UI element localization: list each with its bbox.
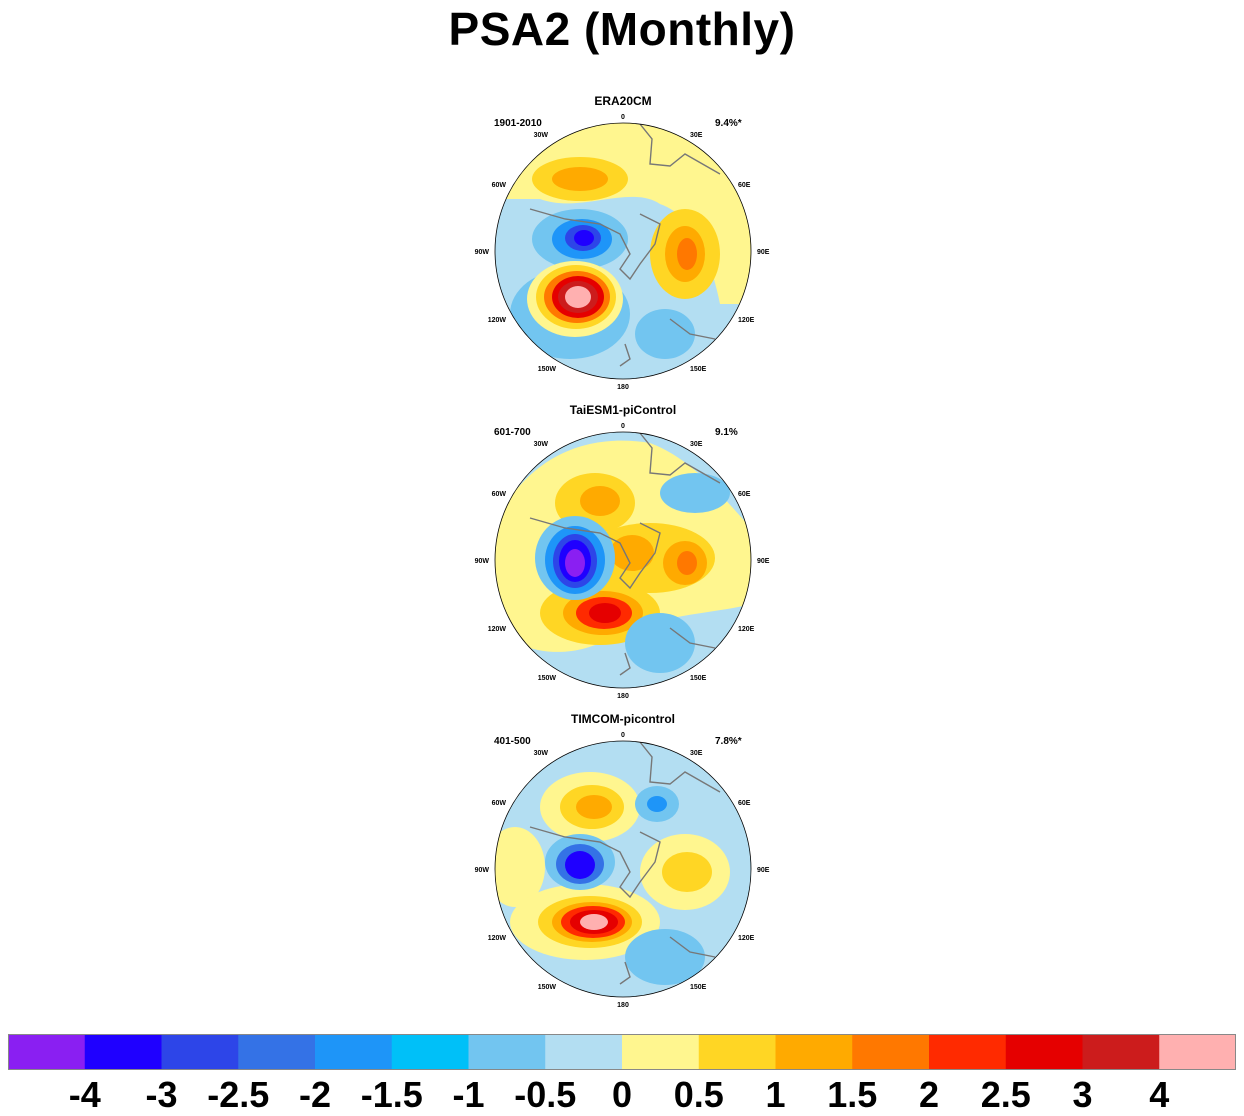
colorbar-swatch [161,1034,239,1070]
colorbar-tick: 0.5 [673,1074,724,1115]
colorbar-tick: -3 [145,1074,178,1115]
colorbar-swatch [1005,1034,1083,1070]
lon-label: 150W [538,984,557,991]
lon-label: 180 [617,1002,629,1009]
lon-label: 120W [488,626,507,633]
map-panel-era20cm: ERA20CM 1901-2010 9.4%* 0 [470,94,776,394]
colorbar-tick: -0.5 [514,1074,577,1115]
colorbar [8,1034,1236,1070]
figure-title: PSA2 (Monthly) [448,3,796,55]
panel-period: 401-500 [494,736,531,747]
lon-label: 180 [617,693,629,700]
colorbar-tick: -1.5 [360,1074,423,1115]
lon-label: 30W [534,132,549,139]
panel-title: TaiESM1-piControl [569,403,677,417]
panel-period: 601-700 [494,427,531,438]
polar-map: 0 30W 30E 60W 60E 90W 90E 120W 120E 150W… [475,423,770,700]
lon-label: 90E [757,558,770,565]
colorbar-swatch [545,1034,623,1070]
panel-title: TIMCOM-picontrol [571,712,675,726]
lon-label: 150E [690,366,707,373]
lon-label: 120W [488,317,507,324]
colorbar-swatch [84,1034,162,1070]
colorbar-swatches [8,1034,1236,1070]
lon-label: 30W [534,441,549,448]
lon-label: 30E [690,132,703,139]
lon-label: 60W [492,491,507,498]
panel-variance: 7.8%* [715,736,742,747]
lon-label: 60W [492,800,507,807]
colorbar-swatch [468,1034,546,1070]
colorbar-swatch [8,1034,86,1070]
lon-label: 120E [738,317,755,324]
colorbar-swatch [852,1034,930,1070]
map-panel-taiesm1: TaiESM1-piControl 601-700 9.1% [470,403,776,703]
colorbar-swatch [775,1034,853,1070]
panel-period: 1901-2010 [494,118,542,129]
colorbar-swatch [315,1034,393,1070]
colorbar-tick-labels: -4 -3 -2.5 -2 -1.5 -1 -0.5 0 0.5 1 1.5 2 2.5 3 4 [0,1074,1244,1116]
lon-label: 90E [757,867,770,874]
colorbar-swatch [1082,1034,1160,1070]
colorbar-tick: -4 [68,1074,101,1115]
lon-label: 0 [621,732,625,739]
colorbar-swatch [929,1034,1007,1070]
lon-label: 90W [475,558,490,565]
colorbar-tick: -2 [298,1074,332,1115]
colorbar-tick: -2.5 [207,1074,270,1115]
lon-label: 60E [738,800,751,807]
polar-map: 0 30W 30E 60W 60E 90W 90E 120W 120E 150W… [475,732,770,1009]
lon-label: 0 [621,114,625,121]
colorbar-swatch [238,1034,316,1070]
colorbar-swatch [698,1034,776,1070]
colorbar-tick: -1 [452,1074,485,1115]
lon-label: 90W [475,249,490,256]
colorbar-tick: 2 [918,1074,940,1115]
colorbar-swatch [391,1034,469,1070]
lon-label: 0 [621,423,625,430]
lon-label: 60E [738,491,751,498]
lon-label: 120E [738,626,755,633]
lon-label: 120E [738,935,755,942]
colorbar-tick: 0 [611,1074,633,1115]
lon-label: 30E [690,750,703,757]
polar-map: 0 30W 30E 60W 60E 90W 90E 120W 120E 150W… [475,114,770,391]
colorbar-tick: 4 [1149,1074,1170,1115]
colorbar-swatch [622,1034,700,1070]
lon-label: 150W [538,366,557,373]
lon-label: 30E [690,441,703,448]
colorbar-tick: 3 [1072,1074,1093,1115]
panel-title: ERA20CM [594,94,652,108]
lon-label: 150E [690,984,707,991]
colorbar-swatch [1159,1034,1236,1070]
lon-label: 150E [690,675,707,682]
panel-variance: 9.1% [715,427,738,438]
lon-label: 180 [617,384,629,391]
panel-variance: 9.4%* [715,118,742,129]
colorbar-tick: 1.5 [827,1074,878,1115]
lon-label: 60E [738,182,751,189]
lon-label: 90W [475,867,490,874]
lon-label: 150W [538,675,557,682]
lon-label: 90E [757,249,770,256]
lon-label: 30W [534,750,549,757]
colorbar-tick: 2.5 [980,1074,1031,1115]
lon-label: 120W [488,935,507,942]
colorbar-tick: 1 [765,1074,786,1115]
map-panel-timcom: TIMCOM-picontrol 401-500 7.8%* [470,712,776,1012]
lon-label: 60W [492,182,507,189]
